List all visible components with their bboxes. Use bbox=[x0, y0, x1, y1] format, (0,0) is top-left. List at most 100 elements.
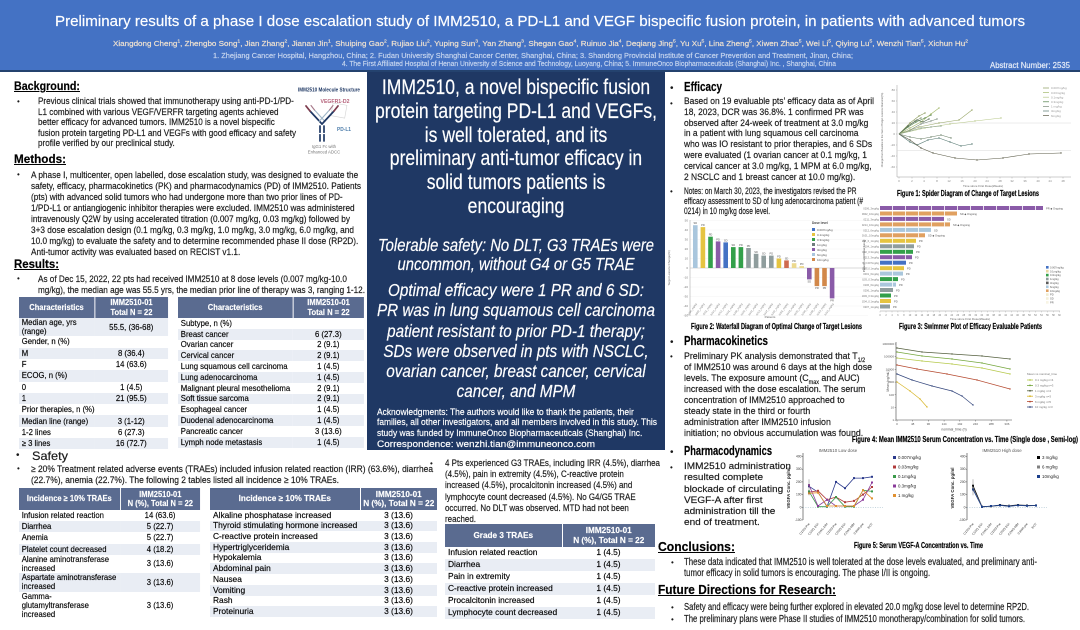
svg-text:100: 100 bbox=[889, 393, 894, 397]
svg-text:Patients and Dose Level: Patients and Dose Level bbox=[862, 239, 866, 272]
svg-text:24: 24 bbox=[985, 179, 989, 183]
svg-text:0: 0 bbox=[800, 505, 802, 509]
svg-text:40: 40 bbox=[892, 110, 896, 114]
svg-text:0212_6mg/kg: 0212_6mg/kg bbox=[863, 228, 879, 232]
svg-text:PD: PD bbox=[901, 278, 905, 282]
svg-text:0.1mg/kg: 0.1mg/kg bbox=[817, 233, 830, 237]
svg-text:240: 240 bbox=[973, 422, 978, 426]
svg-text:60: 60 bbox=[892, 99, 896, 103]
svg-text:EOT: EOT bbox=[1031, 522, 1038, 530]
svg-text:PD: PD bbox=[916, 250, 920, 254]
svg-text:1000000: 1000000 bbox=[882, 342, 894, 346]
svg-text:0103_mg/kg: 0103_mg/kg bbox=[785, 302, 797, 316]
svg-text:6mg/kg: 6mg/kg bbox=[817, 253, 827, 257]
svg-text:Patients: Patients bbox=[765, 315, 776, 319]
svg-text:PD: PD bbox=[800, 262, 804, 266]
svg-text:IgG1 Fc with: IgG1 Fc with bbox=[312, 144, 337, 149]
svg-text:6mg/kg: 6mg/kg bbox=[1051, 114, 1061, 118]
svg-text:16: 16 bbox=[960, 179, 964, 183]
svg-text:0215_mg/kg: 0215_mg/kg bbox=[823, 302, 835, 316]
svg-text:36: 36 bbox=[1023, 179, 1027, 183]
svg-text:48: 48 bbox=[911, 422, 915, 426]
svg-text:0.007mg/kg: 0.007mg/kg bbox=[1051, 86, 1067, 90]
svg-text:10: 10 bbox=[685, 257, 689, 261]
svg-text:Mean vs nominal_time: Mean vs nominal_time bbox=[1027, 372, 1057, 376]
svg-text:0206_3mg/kg: 0206_3mg/kg bbox=[863, 206, 879, 210]
svg-text:0.3mg/kg: 0.3mg/kg bbox=[1051, 100, 1064, 104]
svg-text:SD: SD bbox=[731, 243, 735, 247]
svg-text:0213_3mg/kg: 0213_3mg/kg bbox=[863, 256, 879, 260]
svg-text:48: 48 bbox=[1061, 179, 1065, 183]
svg-text:6: 6 bbox=[897, 314, 899, 317]
svg-text:12: 12 bbox=[947, 179, 951, 183]
svg-text:44: 44 bbox=[1048, 179, 1052, 183]
svg-text:0214_10mg/kg: 0214_10mg/kg bbox=[862, 223, 880, 227]
svg-text:SD: SD bbox=[807, 279, 811, 283]
svg-text:PD: PD bbox=[909, 261, 913, 265]
svg-text:0104_1mg/kg: 0104_1mg/kg bbox=[863, 245, 879, 249]
svg-text:0001_mg/kg: 0001_mg/kg bbox=[778, 302, 790, 316]
svg-text:50: 50 bbox=[1028, 314, 1031, 317]
svg-text:SD: SD bbox=[724, 238, 728, 242]
svg-text:100: 100 bbox=[796, 493, 802, 497]
svg-text:10mg/kg: 10mg/kg bbox=[1050, 289, 1061, 293]
svg-text:0.007mg/kg: 0.007mg/kg bbox=[898, 455, 922, 460]
svg-text:42: 42 bbox=[1004, 314, 1007, 317]
svg-text:0214_mg/kg: 0214_mg/kg bbox=[709, 302, 721, 316]
svg-text:PD: PD bbox=[1050, 293, 1054, 297]
svg-text:0208_mg/kg: 0208_mg/kg bbox=[732, 302, 744, 316]
svg-text:400: 400 bbox=[960, 455, 966, 459]
svg-text:12: 12 bbox=[915, 314, 918, 317]
svg-text:VEGFA Conc. pg/ml: VEGFA Conc. pg/ml bbox=[786, 467, 791, 508]
svg-text:40: 40 bbox=[685, 228, 689, 232]
svg-text:nominal_time (h): nominal_time (h) bbox=[941, 428, 966, 432]
svg-text:IMM2510 Molecule Structure: IMM2510 Molecule Structure bbox=[298, 88, 360, 94]
svg-text:58: 58 bbox=[1052, 314, 1055, 317]
svg-text:8: 8 bbox=[903, 314, 905, 317]
svg-text:0209_mg/kg: 0209_mg/kg bbox=[808, 302, 820, 316]
svg-text:Time since First Dose(Weeks): Time since First Dose(Weeks) bbox=[950, 317, 990, 321]
svg-text:0104_mg/kg: 0104_mg/kg bbox=[740, 302, 752, 316]
svg-text:0211_mg/kg: 0211_mg/kg bbox=[702, 302, 714, 316]
svg-text:10 mg/kg n=3: 10 mg/kg n=3 bbox=[1035, 405, 1053, 409]
svg-text:22: 22 bbox=[944, 314, 947, 317]
svg-text:0.3mg/kg: 0.3mg/kg bbox=[1050, 273, 1061, 277]
svg-text:0001_6mg/kg: 0001_6mg/kg bbox=[863, 272, 879, 276]
svg-text:30: 30 bbox=[968, 314, 971, 317]
svg-text:0213_mg/kg: 0213_mg/kg bbox=[755, 302, 767, 316]
svg-text:20: 20 bbox=[973, 179, 977, 183]
svg-text:SD: SD bbox=[785, 256, 789, 260]
svg-text:-40: -40 bbox=[684, 304, 689, 308]
svg-text:-50: -50 bbox=[684, 314, 689, 318]
svg-text:48: 48 bbox=[1022, 314, 1025, 317]
svg-text:288: 288 bbox=[989, 422, 994, 426]
svg-text:0.3mg/kg: 0.3mg/kg bbox=[817, 238, 830, 242]
svg-text:Dose level: Dose level bbox=[812, 221, 828, 225]
svg-text:36: 36 bbox=[986, 314, 989, 317]
svg-text:0107_mg/kg: 0107_mg/kg bbox=[762, 302, 774, 316]
svg-text:PD: PD bbox=[894, 294, 898, 298]
svg-text:0203_0.3mg/kg: 0203_0.3mg/kg bbox=[862, 294, 880, 298]
svg-text:3mg/kg: 3mg/kg bbox=[1051, 109, 1061, 113]
svg-text:-20: -20 bbox=[891, 143, 896, 147]
svg-text:PR: PR bbox=[830, 298, 834, 302]
svg-text:54: 54 bbox=[1040, 314, 1043, 317]
svg-text:1 mg/kg: 1 mg/kg bbox=[898, 493, 914, 498]
svg-text:40: 40 bbox=[1036, 179, 1040, 183]
svg-text:Enhanced ADCC: Enhanced ADCC bbox=[308, 150, 341, 155]
svg-text:-10: -10 bbox=[684, 276, 689, 280]
svg-text:SD: SD bbox=[693, 221, 697, 225]
svg-text:8: 8 bbox=[936, 179, 938, 183]
svg-text:28: 28 bbox=[962, 314, 965, 317]
svg-text:80: 80 bbox=[892, 88, 896, 92]
svg-text:-20: -20 bbox=[684, 285, 689, 289]
svg-text:0902_10mg/kg: 0902_10mg/kg bbox=[862, 212, 880, 216]
svg-text:14: 14 bbox=[921, 314, 924, 317]
svg-text:PR: PR bbox=[823, 286, 827, 290]
svg-text:192: 192 bbox=[957, 422, 962, 426]
svg-text:PD: PD bbox=[919, 239, 923, 243]
svg-text:0208_6_1mg/kg: 0208_6_1mg/kg bbox=[862, 239, 880, 243]
svg-text:PD: PD bbox=[907, 267, 911, 271]
svg-text:0: 0 bbox=[896, 422, 898, 426]
svg-text:PD: PD bbox=[792, 259, 796, 263]
